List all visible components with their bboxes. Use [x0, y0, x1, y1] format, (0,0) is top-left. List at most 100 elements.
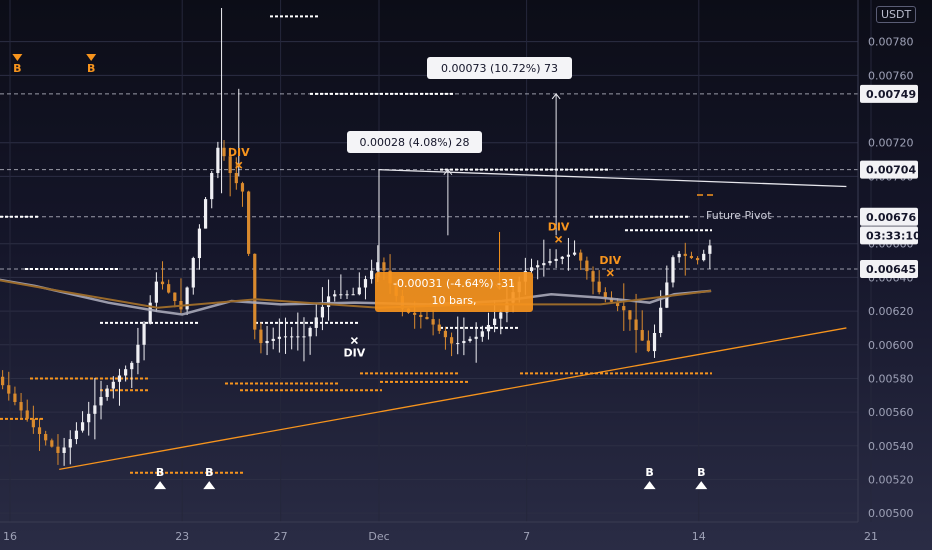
candle-body [19, 402, 23, 411]
candle-body [105, 388, 109, 397]
candle-body [308, 327, 312, 337]
price-level-tag-box [860, 84, 918, 103]
measure-callout-up[interactable]: 0.00028 (4.08%) 28 [347, 131, 482, 153]
candle-body [99, 396, 103, 406]
candle-body [603, 292, 607, 298]
price-level-tag: 0.00676 [866, 211, 916, 224]
divergence-x-icon [606, 269, 614, 277]
candle-body [572, 252, 577, 255]
candle-body [689, 255, 694, 259]
buy-signal-label: B [645, 466, 653, 479]
measure-callout-down[interactable]: -0.00031 (-4.64%) -31 10 bars, [375, 272, 533, 312]
candle-body [320, 306, 325, 318]
price-tick-label: 0.00780 [868, 36, 914, 49]
buy-triangle-up-icon [695, 481, 708, 490]
time-axis[interactable]: 16 23 27 Dec 7 14 21 [0, 521, 878, 543]
candle-body [185, 287, 189, 310]
price-level-tag-box [860, 160, 918, 179]
candle-body [695, 258, 700, 261]
candle-body [265, 340, 269, 344]
candle-body [167, 284, 171, 293]
candle-body [326, 296, 331, 307]
price-tick-label: 0.00720 [868, 137, 914, 150]
candle-body [683, 253, 687, 256]
candle-body [197, 228, 202, 259]
candle-body [665, 282, 669, 308]
candle-body [271, 338, 275, 341]
divergence-label: DIV [228, 146, 250, 159]
candles [1, 8, 712, 466]
currency-badge[interactable]: USDT [876, 6, 917, 23]
time-tick-label: Dec [368, 530, 389, 543]
candle-body [560, 256, 564, 259]
currency-badge-text: USDT [881, 8, 912, 21]
candle-body [548, 261, 552, 264]
candle-body [652, 332, 657, 352]
price-tick-label: 0.00500 [868, 507, 914, 520]
candle-body [130, 362, 134, 370]
candle-body [333, 294, 337, 297]
candle-body [247, 191, 251, 254]
time-tick-label: 16 [3, 530, 17, 543]
candle-body [493, 318, 497, 325]
candle-body [591, 271, 595, 282]
price-tick-label: 0.00760 [868, 69, 914, 82]
candle-body [622, 306, 626, 311]
candle-body [228, 156, 232, 174]
candle-body [25, 410, 29, 419]
candle-body [370, 270, 374, 280]
measure-arrowhead [551, 93, 561, 100]
candle-body [1, 376, 5, 386]
time-tick-label: 14 [692, 530, 706, 543]
candle-body [302, 336, 306, 338]
candle-body [468, 338, 472, 341]
candle-body [646, 340, 650, 352]
divergence-label: DIV [548, 220, 570, 233]
candle-body [499, 312, 503, 319]
moving-average-line [0, 278, 712, 316]
measure-callout-down-box [375, 272, 533, 312]
candle-body [376, 262, 380, 271]
candle-body [462, 340, 466, 344]
measure-arrowhead [443, 168, 453, 175]
candle-body [425, 316, 429, 320]
candle-body [437, 324, 441, 331]
candle-body [339, 294, 343, 296]
candle-body [44, 434, 48, 441]
signals: BBBBBBBDIVDIVDIVDIV [12, 53, 708, 490]
divergence-label: DIV [344, 347, 366, 360]
candle-body [13, 393, 17, 403]
horizontal-levels [0, 93, 858, 270]
measure-tools[interactable]: 0.00073 (10.72%) 73 0.00028 (4.08%) 28 -0.… [347, 57, 772, 312]
price-axis[interactable]: 0.007800.007600.007200.007000.006600.006… [857, 0, 921, 522]
candle-body [290, 336, 294, 338]
buy-triangle-up-icon [643, 481, 656, 490]
candle-body [80, 422, 85, 431]
candle-body [56, 446, 60, 453]
measure-callout-total[interactable]: 0.00073 (10.72%) 73 [427, 57, 572, 79]
buy-triangle-down-icon [86, 53, 97, 61]
buy-signal-label: B [13, 62, 21, 75]
countdown-tag: 03:33:10 [866, 229, 921, 242]
buy-signal-label: B [205, 466, 213, 479]
candle-body [191, 258, 195, 288]
candle-body [277, 336, 281, 339]
candle-body [585, 260, 589, 272]
candle-body [708, 245, 712, 254]
candle-body [148, 302, 152, 324]
candle-body [419, 314, 423, 317]
candle-body [234, 173, 238, 184]
price-level-tag-box [860, 260, 918, 278]
candle-body [7, 385, 11, 394]
candle-body [50, 440, 54, 447]
moving-average-line [0, 279, 712, 309]
candle-body [536, 265, 540, 268]
price-level-tag: 0.00645 [866, 263, 916, 276]
candle-body [142, 323, 146, 345]
candle-body [671, 257, 675, 283]
candle-body [37, 427, 42, 435]
candle-body [554, 258, 558, 262]
candle-body [62, 447, 66, 453]
candle-body [357, 287, 361, 295]
